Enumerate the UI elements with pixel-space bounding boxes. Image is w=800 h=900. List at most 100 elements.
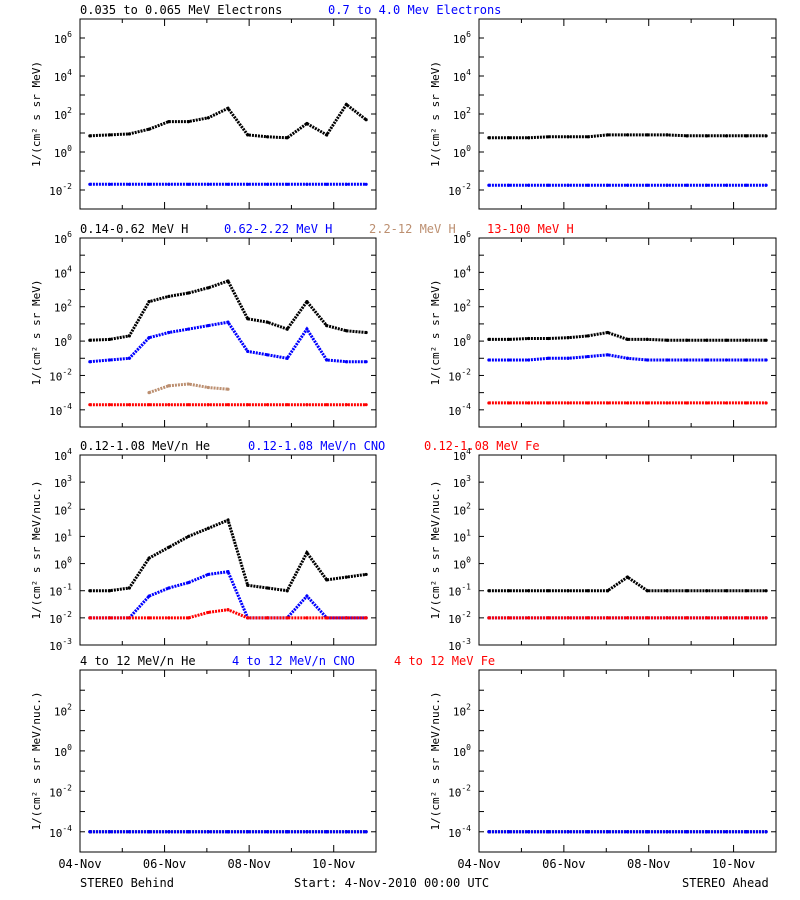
heavy-low-ahead-series-0-point <box>526 589 531 593</box>
heavy-low-behind-series-1-point <box>186 580 191 585</box>
heavy-low-ahead-series-0-point <box>665 589 669 593</box>
electrons-behind-series-1-point <box>265 182 270 186</box>
protons-ahead-series-0-point <box>487 337 491 341</box>
electrons-behind-ytick-label: 100 <box>54 144 72 160</box>
heavy-high-behind-ytick-label: 10-2 <box>49 783 72 799</box>
electrons-behind-legend-0: 0.035 to 0.065 MeV Electrons <box>80 3 282 17</box>
protons-behind-series-0-point <box>108 337 112 341</box>
protons-ahead-series-2-point <box>665 401 669 405</box>
heavy-low-ahead-ytick-label: 10-2 <box>448 610 471 626</box>
heavy-low-behind-series-2-point <box>305 616 309 620</box>
protons-behind-ytick-label: 10-4 <box>49 402 72 418</box>
electrons-ahead-series-0-point <box>764 134 768 138</box>
protons-behind-series-1-point <box>206 324 210 328</box>
heavy-high-behind-series-1-point <box>147 830 151 834</box>
heavy-high-behind-series-1-point <box>88 830 92 834</box>
heavy-low-ahead-series-2-point <box>724 616 729 620</box>
electrons-behind-series-1-point <box>167 182 171 186</box>
heavy-high-ahead-ylabel: 1/(cm² s sr MeV/nuc.) <box>429 691 442 830</box>
electrons-ahead-series-1-point <box>705 183 709 187</box>
electrons-ahead-series-1-point <box>665 183 669 187</box>
protons-behind-series-3-point <box>265 403 270 407</box>
heavy-low-behind-series-1-point <box>226 570 230 574</box>
heavy-low-behind-series-2-point <box>167 616 171 620</box>
electrons-ahead-series-1-point <box>546 183 550 187</box>
protons-behind-series-1-point <box>285 356 289 360</box>
heavy-high-ahead-ytick-label: 10-4 <box>448 824 471 840</box>
heavy-low-behind-series-2-point <box>285 616 289 620</box>
heavy-high-ahead-series-1-point <box>724 830 729 834</box>
footer-stereo-behind: STEREO Behind <box>80 876 174 890</box>
protons-ahead-series-2-point <box>526 401 531 405</box>
protons-behind-series-2-point <box>147 391 151 395</box>
heavy-high-behind-series-1-point <box>344 830 348 834</box>
electrons-behind-series-0-point <box>325 133 329 137</box>
electrons-behind-ytick-label: 102 <box>54 106 72 122</box>
protons-behind-ytick-label: 100 <box>54 333 72 349</box>
heavy-high-ahead-series-1-point <box>685 830 689 834</box>
protons-behind-series-0-point <box>305 299 309 304</box>
heavy-high-behind-ytick-label: 100 <box>54 743 72 759</box>
heavy-low-ahead-series-2-point <box>665 616 669 620</box>
protons-ahead-series-0-point <box>645 337 649 341</box>
heavy-low-behind-series-0-point <box>265 586 270 590</box>
protons-ahead-ytick-label: 106 <box>453 230 471 246</box>
protons-behind-series-1 <box>89 320 367 364</box>
heavy-high-behind-series-1-point <box>305 830 309 834</box>
heavy-low-behind-ylabel: 1/(cm² s sr MeV/nuc.) <box>30 480 43 619</box>
electrons-behind-ytick-label: 104 <box>54 68 72 84</box>
heavy-low-behind-series-0-point <box>186 534 191 539</box>
heavy-low-behind-series-0 <box>89 518 367 593</box>
electrons-ahead-ytick-label: 10-2 <box>448 182 471 198</box>
protons-ahead-series-1-point <box>546 356 550 360</box>
electrons-ahead-series-0-point <box>625 133 630 137</box>
heavy-low-ahead-ytick-label: 101 <box>453 528 471 544</box>
heavy-high-ahead-ytick-label: 10-2 <box>448 783 471 799</box>
heavy-low-behind-series-0-point <box>226 518 230 522</box>
heavy-high-behind-legend-2: 4 to 12 MeV Fe <box>394 654 495 668</box>
electrons-behind-series-1-point <box>305 182 309 186</box>
protons-ahead-series-1-point <box>764 358 768 362</box>
protons-ahead-series-0-point <box>764 338 768 342</box>
heavy-low-ahead-series-0-point <box>724 589 729 593</box>
protons-ahead-series-1-point <box>507 358 511 362</box>
heavy-low-ahead-series-0-point <box>764 589 768 593</box>
electrons-ahead-series-0-point <box>705 134 709 138</box>
heavy-high-behind-legend-0: 4 to 12 MeV/n He <box>80 654 196 668</box>
heavy-low-behind-ytick-label: 10-3 <box>49 637 72 653</box>
heavy-high-ahead-series-1-point <box>606 830 610 834</box>
heavy-low-ahead-ytick-label: 102 <box>453 501 471 517</box>
protons-ahead-series-2-point <box>546 401 550 405</box>
protons-behind-series-0-point <box>127 334 131 338</box>
electrons-ahead-ylabel: 1/(cm² s sr MeV) <box>429 61 442 167</box>
protons-ahead-series-1-point <box>586 354 590 359</box>
heavy-low-behind-series-2-point <box>108 616 112 620</box>
heavy-low-behind-series-2-point <box>186 616 191 620</box>
electrons-behind-series-1-point <box>108 182 112 186</box>
electrons-behind-series-0-point <box>108 133 112 137</box>
protons-ahead-series-2-point <box>764 401 768 405</box>
protons-behind-series-1-point <box>108 358 112 362</box>
heavy-low-behind-series-1-point <box>305 594 309 598</box>
electrons-ahead-series-1-point <box>645 183 649 187</box>
protons-behind-legend-3: 13-100 MeV H <box>487 222 574 236</box>
heavy-low-ahead-ytick-label: 10-3 <box>448 637 471 653</box>
heavy-high-ahead-series-1-point <box>705 830 709 834</box>
protons-ahead-series-1-point <box>705 358 709 362</box>
protons-behind-series-1-point <box>246 349 250 353</box>
protons-behind-series-1-point <box>364 360 368 364</box>
protons-behind-series-0-point <box>147 299 151 304</box>
protons-ahead-series-1-point <box>487 358 491 362</box>
protons-behind-series-3-point <box>186 403 191 407</box>
heavy-high-behind-xtick-label: 10-Nov <box>312 857 355 871</box>
protons-ahead-series-2-point <box>645 401 649 405</box>
heavy-low-behind-series-1-point <box>167 586 171 590</box>
protons-behind-series-3-point <box>167 403 171 407</box>
protons-ahead-series-0-point <box>606 330 610 335</box>
protons-behind-legend-0: 0.14-0.62 MeV H <box>80 222 188 236</box>
heavy-low-ahead-series-0-point <box>566 589 570 593</box>
heavy-low-ahead-series-0-point <box>645 589 649 593</box>
protons-behind-series-3-point <box>285 403 289 407</box>
heavy-low-behind-series-0-point <box>206 526 210 530</box>
